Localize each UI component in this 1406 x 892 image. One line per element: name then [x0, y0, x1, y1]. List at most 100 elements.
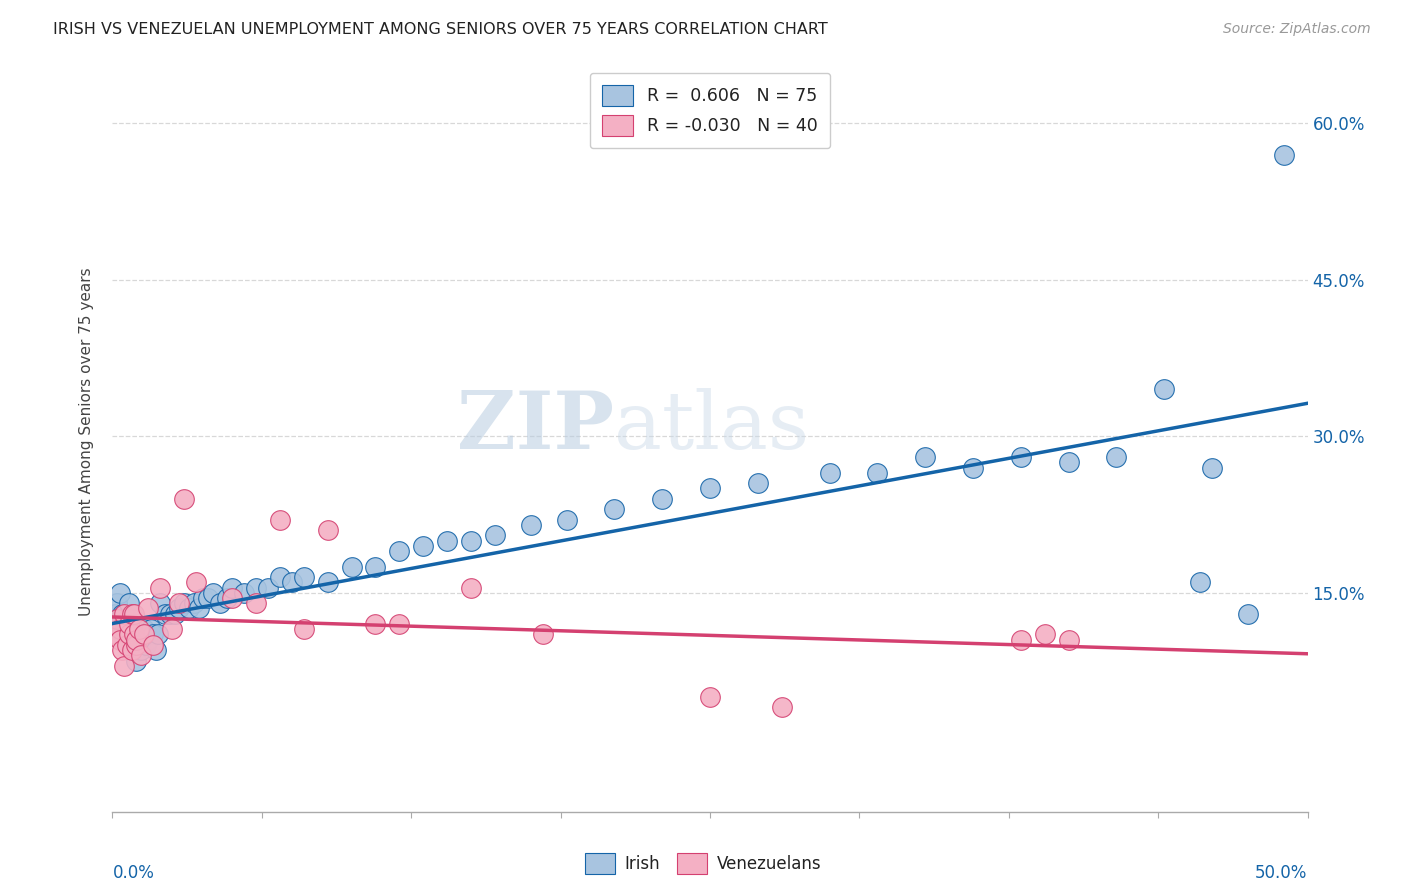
Point [364, 617, 387, 632]
Point [209, 596, 232, 610]
Point [125, 638, 148, 652]
Point [183, 596, 205, 610]
Point [699, 690, 721, 704]
Point [388, 617, 411, 632]
Point [316, 523, 339, 537]
Point [747, 476, 769, 491]
Point [111, 643, 134, 657]
Point [135, 638, 157, 652]
Point [121, 607, 143, 621]
Legend: Irish, Venezuelans: Irish, Venezuelans [585, 854, 821, 873]
Point [142, 638, 165, 652]
Point [118, 627, 141, 641]
Point [555, 513, 578, 527]
Point [139, 622, 162, 636]
Point [122, 627, 145, 641]
Point [292, 570, 315, 584]
Point [118, 596, 141, 610]
Point [125, 632, 148, 647]
Point [436, 533, 458, 548]
Point [122, 622, 145, 636]
Point [1010, 632, 1032, 647]
Point [245, 581, 267, 595]
Point [186, 575, 208, 590]
Point [132, 627, 155, 641]
Point [108, 622, 131, 636]
Point [1105, 450, 1128, 465]
Point [104, 627, 127, 641]
Point [1272, 148, 1295, 162]
Point [121, 632, 143, 647]
Point [221, 581, 243, 595]
Point [187, 601, 209, 615]
Point [108, 617, 131, 632]
Point [153, 607, 176, 621]
Point [114, 658, 135, 673]
Point [1033, 627, 1056, 641]
Point [114, 607, 135, 621]
Point [257, 581, 280, 595]
Point [1237, 607, 1260, 621]
Point [118, 627, 141, 641]
Point [201, 586, 224, 600]
Point [197, 591, 219, 605]
Point [245, 596, 267, 610]
Y-axis label: Unemployment Among Seniors over 75 years: Unemployment Among Seniors over 75 years [79, 268, 94, 615]
Point [138, 632, 160, 647]
Point [292, 622, 315, 636]
Point [122, 607, 145, 621]
Point [1201, 460, 1223, 475]
Point [129, 648, 152, 663]
Point [125, 617, 148, 632]
Point [118, 617, 141, 632]
Point [132, 627, 155, 641]
Point [233, 586, 256, 600]
Point [364, 559, 387, 574]
Point [108, 586, 131, 600]
Point [122, 638, 145, 652]
Point [388, 544, 411, 558]
Point [460, 533, 482, 548]
Point [169, 596, 191, 610]
Point [108, 632, 131, 647]
Point [340, 559, 363, 574]
Point [115, 612, 138, 626]
Point [105, 596, 128, 610]
Point [121, 612, 143, 626]
Point [818, 466, 841, 480]
Point [111, 627, 134, 641]
Point [221, 591, 243, 605]
Point [128, 622, 150, 636]
Point [699, 482, 721, 496]
Point [105, 612, 128, 626]
Point [531, 627, 554, 641]
Point [460, 581, 482, 595]
Text: ZIP: ZIP [457, 388, 614, 466]
Point [138, 601, 160, 615]
Point [1153, 383, 1175, 397]
Point [1057, 455, 1080, 469]
Point [603, 502, 626, 516]
Point [173, 596, 195, 610]
Point [520, 518, 543, 533]
Point [316, 575, 339, 590]
Point [146, 627, 169, 641]
Point [914, 450, 936, 465]
Point [1189, 575, 1212, 590]
Point [484, 528, 506, 542]
Point [412, 539, 434, 553]
Point [111, 607, 134, 621]
Point [115, 622, 138, 636]
Point [129, 643, 152, 657]
Point [149, 596, 172, 610]
Point [193, 591, 215, 605]
Text: 50.0%: 50.0% [1256, 863, 1308, 881]
Point [651, 491, 673, 506]
Point [269, 570, 291, 584]
Point [162, 622, 183, 636]
Point [114, 632, 135, 647]
Point [173, 491, 195, 506]
Point [169, 601, 191, 615]
Point [128, 632, 150, 647]
Point [159, 607, 181, 621]
